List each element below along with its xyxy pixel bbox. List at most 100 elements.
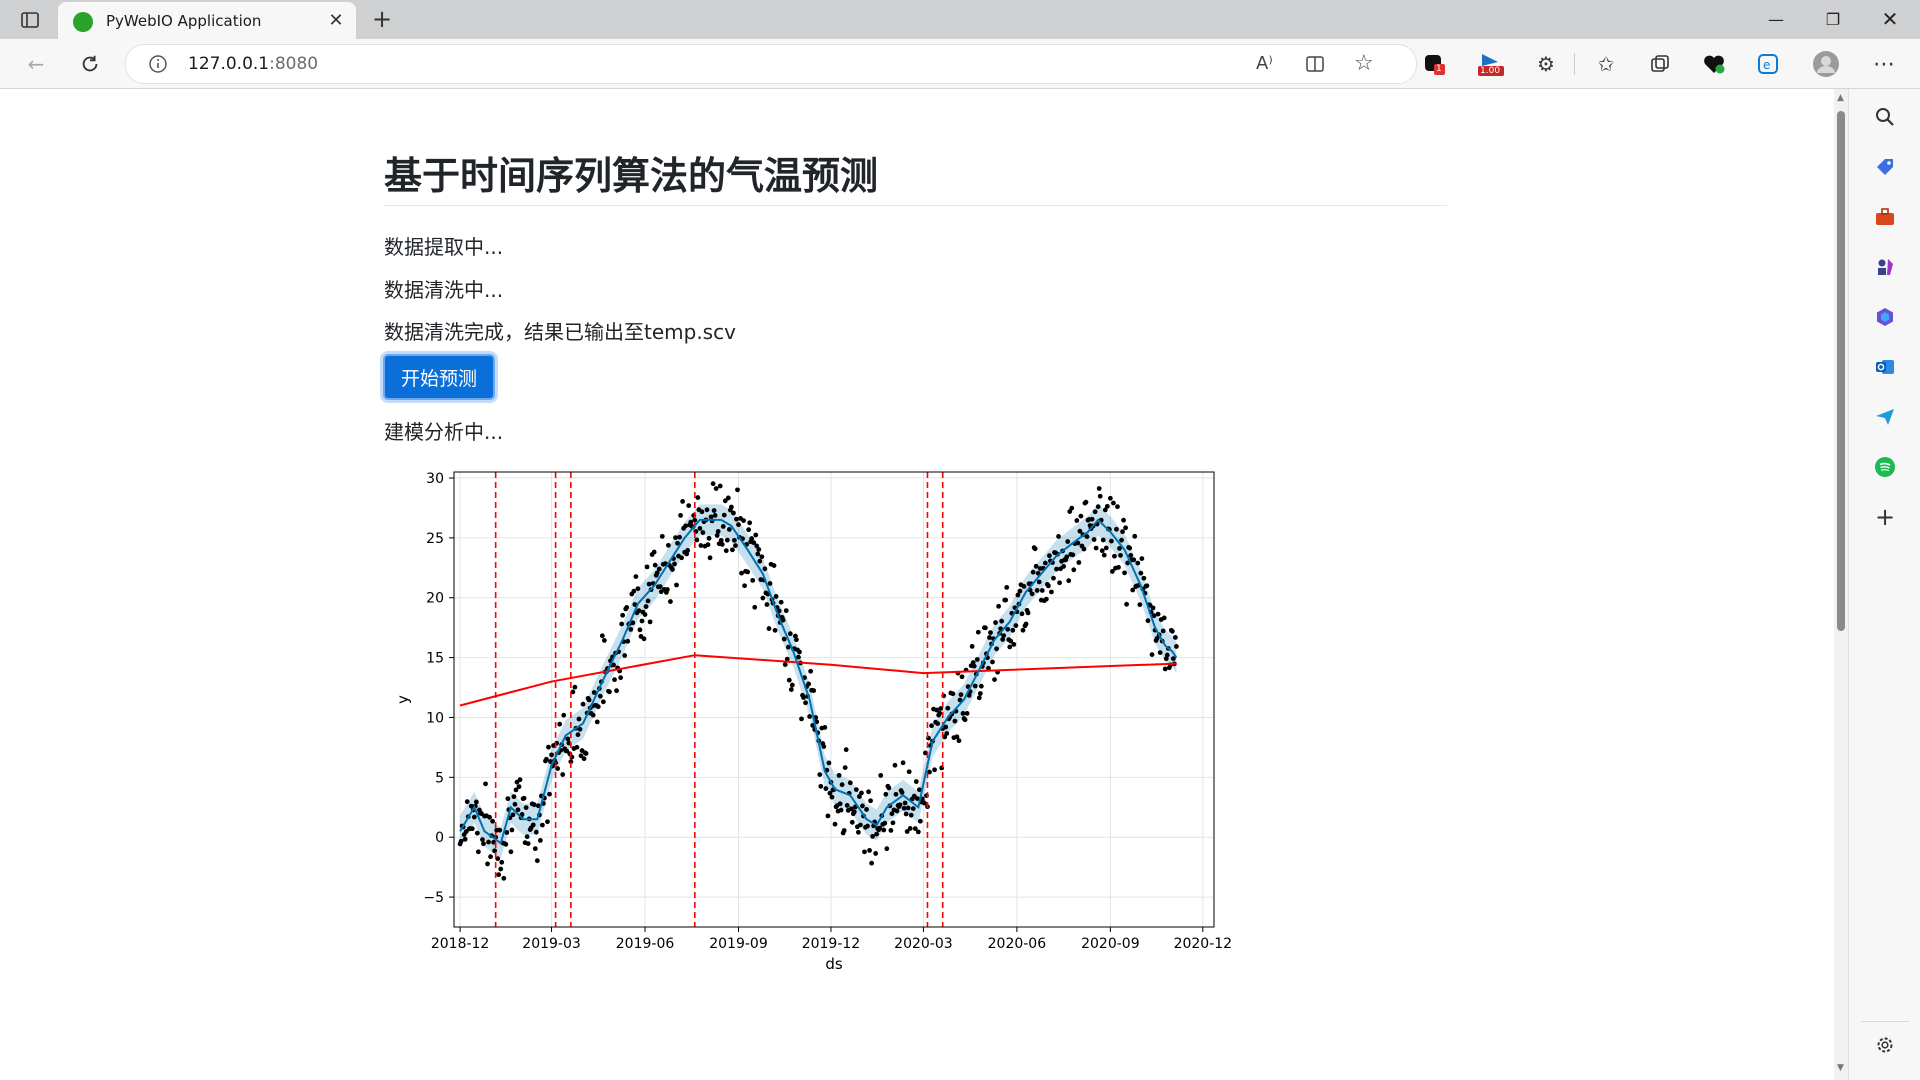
favorite-star-icon[interactable]: ☆ xyxy=(1354,51,1374,76)
observed-point xyxy=(711,508,717,513)
observed-point xyxy=(881,827,887,833)
extension-a-icon[interactable]: 1 xyxy=(1420,50,1448,78)
games-chess-icon[interactable] xyxy=(1871,253,1899,281)
observed-point xyxy=(537,838,543,843)
chart-grid xyxy=(454,472,1214,927)
y-tick-label: 0 xyxy=(435,830,444,846)
edge-shopping-icon[interactable]: e xyxy=(1754,50,1782,78)
profile-avatar[interactable] xyxy=(1812,50,1840,78)
send-plane-icon[interactable] xyxy=(1871,403,1899,431)
observed-point xyxy=(533,829,539,835)
split-screen-icon[interactable] xyxy=(1304,53,1326,75)
observed-point xyxy=(464,799,470,805)
observed-point xyxy=(590,712,596,718)
refresh-icon[interactable] xyxy=(76,50,104,78)
observed-point xyxy=(842,765,848,770)
y-tick-label: 10 xyxy=(426,710,444,726)
tab-actions-icon[interactable] xyxy=(18,8,42,32)
close-tab-icon[interactable]: ✕ xyxy=(328,10,344,31)
settings-more-icon[interactable]: ⋯ xyxy=(1873,51,1895,77)
observed-point xyxy=(760,595,766,601)
observed-point xyxy=(957,697,963,703)
start-predict-button[interactable]: 开始预测 xyxy=(383,354,495,400)
page-scrollbar[interactable]: ▲ ▼ xyxy=(1834,89,1848,1080)
shopping-tag-icon[interactable] xyxy=(1871,153,1899,181)
observed-point xyxy=(491,839,497,845)
observed-point xyxy=(844,803,850,808)
copilot-icon[interactable] xyxy=(1871,303,1899,331)
search-icon[interactable] xyxy=(1871,103,1899,131)
observed-point xyxy=(1036,579,1042,585)
observed-point xyxy=(867,848,872,853)
observed-point xyxy=(578,753,584,759)
observed-point xyxy=(534,858,540,864)
spotify-icon[interactable] xyxy=(1871,453,1899,481)
observed-point xyxy=(976,695,982,701)
restore-icon[interactable]: ❐ xyxy=(1825,10,1841,29)
observed-point xyxy=(1108,538,1114,544)
observed-point xyxy=(754,543,760,549)
y-tick-label: 20 xyxy=(426,591,444,607)
x-tick-label: 2020-09 xyxy=(1081,936,1140,952)
tools-briefcase-icon[interactable] xyxy=(1871,203,1899,231)
observed-point xyxy=(475,849,481,855)
add-icon[interactable]: + xyxy=(1874,503,1896,531)
observed-point xyxy=(656,566,662,572)
scroll-up-icon[interactable]: ▲ xyxy=(1837,93,1844,103)
collections-icon[interactable] xyxy=(1646,50,1674,78)
observed-point xyxy=(1111,500,1116,506)
observed-point xyxy=(508,849,514,855)
observed-point xyxy=(787,631,793,637)
browser-tab[interactable]: PyWebIO Application ✕ xyxy=(58,2,356,40)
observed-point xyxy=(1124,601,1130,607)
x-tick-label: 2020-12 xyxy=(1174,936,1233,952)
observed-point xyxy=(1123,525,1129,531)
url-text[interactable]: 127.0.0.1:8080 xyxy=(188,54,318,74)
observed-point xyxy=(1076,560,1082,565)
chart-axes: 2018-12 2019-03 2019-06 2019-09 2019-12 2020-… xyxy=(423,471,1232,952)
back-icon[interactable]: ← xyxy=(27,52,45,76)
observed-point xyxy=(1054,566,1059,572)
observed-point xyxy=(1137,602,1143,608)
observed-point xyxy=(958,692,964,698)
observed-point xyxy=(545,819,550,825)
tab-title: PyWebIO Application xyxy=(106,12,262,30)
observed-point xyxy=(821,744,827,749)
observed-point xyxy=(838,807,844,813)
scroll-down-icon[interactable]: ▼ xyxy=(1837,1063,1844,1073)
extensions-puzzle-icon[interactable]: ⚙ xyxy=(1537,52,1555,76)
favicon-icon xyxy=(73,12,93,32)
extension-b-icon[interactable]: 1.00 xyxy=(1474,50,1506,78)
observed-point xyxy=(499,859,505,865)
observed-point xyxy=(1149,652,1155,658)
observed-point xyxy=(755,551,761,557)
observed-point xyxy=(1157,650,1163,656)
observed-point xyxy=(990,659,995,665)
observed-point xyxy=(1074,518,1080,523)
read-aloud-icon[interactable]: A⁾ xyxy=(1256,53,1273,74)
address-bar[interactable]: 127.0.0.1:8080 A⁾ ☆ xyxy=(125,44,1417,84)
forecast-polyline xyxy=(459,518,1178,845)
minimize-icon[interactable]: — xyxy=(1768,10,1784,29)
y-axis-label: y xyxy=(394,695,412,704)
observed-point xyxy=(614,688,619,694)
observed-point xyxy=(971,663,977,669)
scroll-thumb[interactable] xyxy=(1837,111,1845,631)
close-window-icon[interactable]: ✕ xyxy=(1881,7,1899,31)
gear-icon[interactable] xyxy=(1871,1031,1899,1059)
observed-point xyxy=(1064,554,1070,560)
observed-point xyxy=(741,518,746,523)
favorites-icon[interactable]: ✩ xyxy=(1597,52,1615,76)
observed-point xyxy=(799,716,804,722)
new-tab-icon[interactable]: + xyxy=(371,5,393,33)
observed-point xyxy=(641,636,647,642)
site-info-icon[interactable] xyxy=(148,54,168,74)
observed-point xyxy=(572,684,578,690)
browser-essentials-icon[interactable] xyxy=(1700,50,1728,78)
observed-point xyxy=(1120,529,1125,535)
outlook-icon[interactable] xyxy=(1871,353,1899,381)
observed-point xyxy=(890,820,896,826)
observed-point xyxy=(1144,583,1150,589)
observed-point xyxy=(762,566,768,572)
observed-point xyxy=(516,784,522,790)
